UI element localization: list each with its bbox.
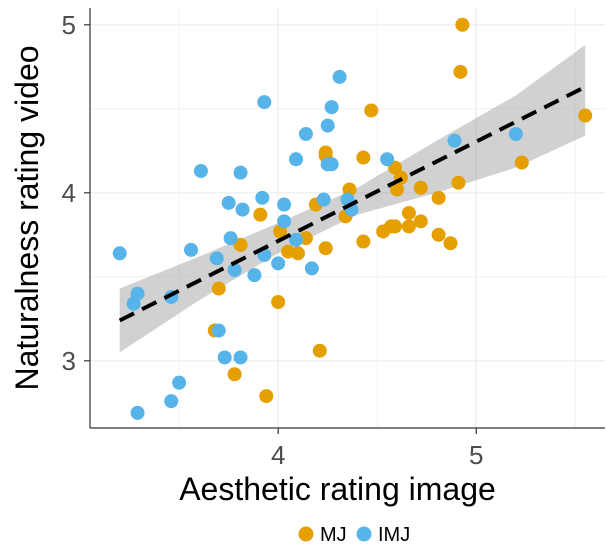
legend-label-mj: MJ — [320, 524, 347, 545]
data-point-imj — [130, 286, 145, 301]
data-point-mj — [431, 190, 446, 205]
y-tick-label: 5 — [62, 10, 76, 40]
data-point-mj — [271, 295, 286, 309]
data-point-imj — [217, 350, 232, 365]
data-point-imj — [247, 268, 262, 283]
data-point-mj — [443, 236, 458, 251]
x-tick-label: 4 — [271, 440, 285, 470]
x-axis-title: Aesthetic rating image — [179, 471, 496, 507]
data-point-imj — [209, 251, 224, 266]
data-point-mj — [451, 175, 466, 190]
legend: MJ IMJ — [298, 524, 410, 545]
data-point-imj — [193, 163, 208, 178]
data-point-imj — [320, 157, 335, 172]
data-point-mj — [413, 214, 428, 229]
data-point-imj — [211, 323, 226, 338]
legend-label-imj: IMJ — [378, 524, 410, 545]
data-point-imj — [289, 152, 303, 167]
data-point-imj — [233, 350, 248, 365]
data-point-imj — [223, 231, 238, 246]
data-point-mj — [364, 103, 379, 118]
data-point-mj — [453, 64, 468, 79]
data-point-mj — [259, 389, 274, 404]
data-point-imj — [255, 190, 270, 205]
data-point-imj — [508, 127, 523, 141]
legend-key-mj — [298, 526, 314, 542]
data-point-mj — [290, 246, 305, 261]
data-point-imj — [380, 152, 395, 167]
data-point-mj — [356, 234, 371, 249]
legend-key-imj — [356, 526, 372, 542]
y-tick-label: 3 — [62, 346, 76, 376]
data-point-imj — [304, 261, 319, 276]
data-point-mj — [388, 219, 403, 234]
data-point-imj — [298, 127, 313, 141]
data-point-mj — [227, 367, 242, 382]
data-point-imj — [227, 263, 242, 278]
x-tick-label: 5 — [469, 440, 483, 470]
data-point-imj — [184, 242, 199, 257]
data-point-mj — [401, 219, 416, 234]
data-point-imj — [277, 197, 292, 212]
data-point-mj — [431, 227, 446, 242]
data-point-imj — [320, 118, 335, 133]
data-point-imj — [257, 95, 272, 110]
data-point-imj — [316, 192, 331, 207]
y-tick-label: 4 — [62, 178, 76, 208]
data-point-mj — [312, 343, 327, 358]
data-point-mj — [455, 17, 470, 32]
data-point-mj — [376, 224, 391, 239]
data-point-imj — [277, 214, 292, 229]
data-point-imj — [332, 69, 347, 84]
data-point-mj — [253, 207, 268, 222]
data-point-imj — [235, 202, 250, 217]
data-points — [112, 17, 593, 420]
data-point-mj — [578, 108, 593, 123]
data-point-imj — [447, 133, 462, 148]
data-point-mj — [390, 182, 405, 197]
data-point-imj — [221, 195, 236, 210]
y-axis-title: Naturalness rating video — [9, 45, 45, 390]
data-point-imj — [112, 246, 127, 261]
data-point-mj — [211, 281, 226, 296]
data-point-mj — [514, 155, 529, 170]
data-point-mj — [401, 205, 416, 220]
fit-line — [118, 85, 587, 323]
data-point-imj — [233, 165, 248, 180]
data-point-mj — [413, 180, 428, 195]
data-point-imj — [324, 100, 339, 115]
data-point-mj — [318, 241, 333, 256]
regression-line — [118, 85, 587, 323]
data-point-imj — [164, 394, 179, 409]
data-point-imj — [130, 405, 145, 420]
data-point-mj — [233, 237, 248, 252]
data-point-imj — [271, 256, 286, 271]
data-point-mj — [356, 150, 371, 165]
data-point-imj — [172, 375, 187, 390]
data-point-imj — [289, 232, 303, 247]
